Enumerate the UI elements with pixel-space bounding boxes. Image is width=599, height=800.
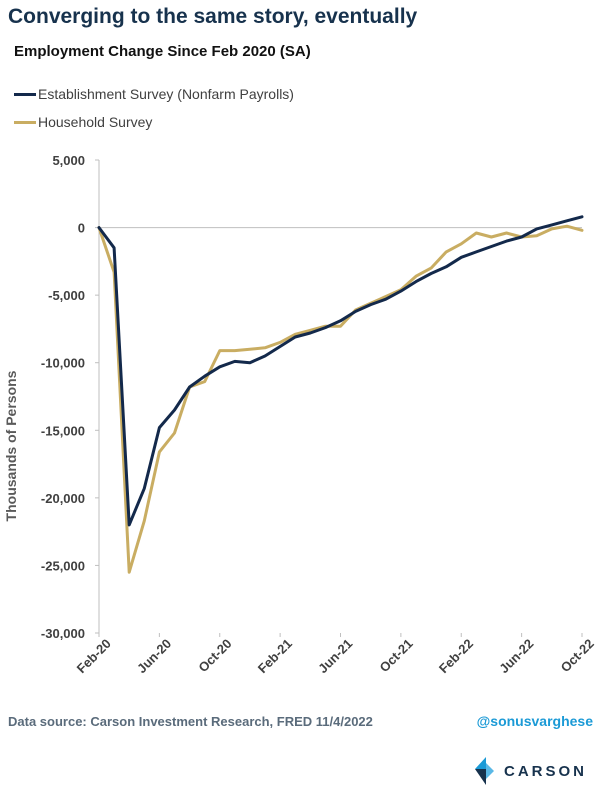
y-tick-label: -5,000 [48, 288, 85, 303]
chart-title: Employment Change Since Feb 2020 (SA) [14, 43, 311, 60]
y-tick-label: -20,000 [41, 491, 85, 506]
x-tick-label: Jun-20 [134, 636, 174, 676]
y-tick-label: 0 [78, 221, 85, 236]
carson-mark-icon [475, 757, 494, 785]
legend-item-household: Household Survey [14, 108, 294, 136]
y-tick-label: 5,000 [52, 153, 85, 168]
legend-item-establishment: Establishment Survey (Nonfarm Payrolls) [14, 80, 294, 108]
legend-label-establishment: Establishment Survey (Nonfarm Payrolls) [38, 86, 294, 102]
legend-swatch-establishment [14, 92, 36, 96]
author-handle[interactable]: @sonusvarghese [476, 713, 593, 729]
legend-label-household: Household Survey [38, 114, 153, 130]
chart-headline: Converging to the same story, eventually [8, 5, 418, 28]
y-tick-label: -15,000 [41, 423, 85, 438]
x-tick-label: Feb-21 [255, 636, 295, 676]
brand-name: CARSON [504, 762, 588, 780]
y-tick-label: -30,000 [41, 626, 85, 641]
x-tick-label: Feb-20 [74, 636, 114, 676]
x-tick-label: Feb-22 [436, 636, 476, 676]
carson-logo: CARSON [474, 757, 587, 785]
x-tick-label: Jun-22 [496, 636, 536, 676]
chart-legend: Establishment Survey (Nonfarm Payrolls) … [14, 80, 294, 136]
x-tick-label: Oct-20 [195, 636, 234, 675]
y-tick-label: -10,000 [41, 356, 85, 371]
y-axis-label: Thousands of Persons [3, 370, 19, 521]
legend-swatch-household [14, 120, 36, 124]
series-line-establishment [97, 215, 584, 527]
line-chart: Thousands of Persons 5,000 0 -5,000 -10,000… [3, 153, 597, 676]
y-tick-label: -25,000 [41, 558, 85, 573]
x-tick-label: Jun-21 [315, 636, 355, 676]
data-source-note: Data source: Carson Investment Research,… [8, 714, 373, 729]
x-tick-label: Oct-22 [558, 636, 597, 675]
series-line-household [97, 224, 584, 574]
x-tick-label: Oct-21 [377, 636, 416, 675]
